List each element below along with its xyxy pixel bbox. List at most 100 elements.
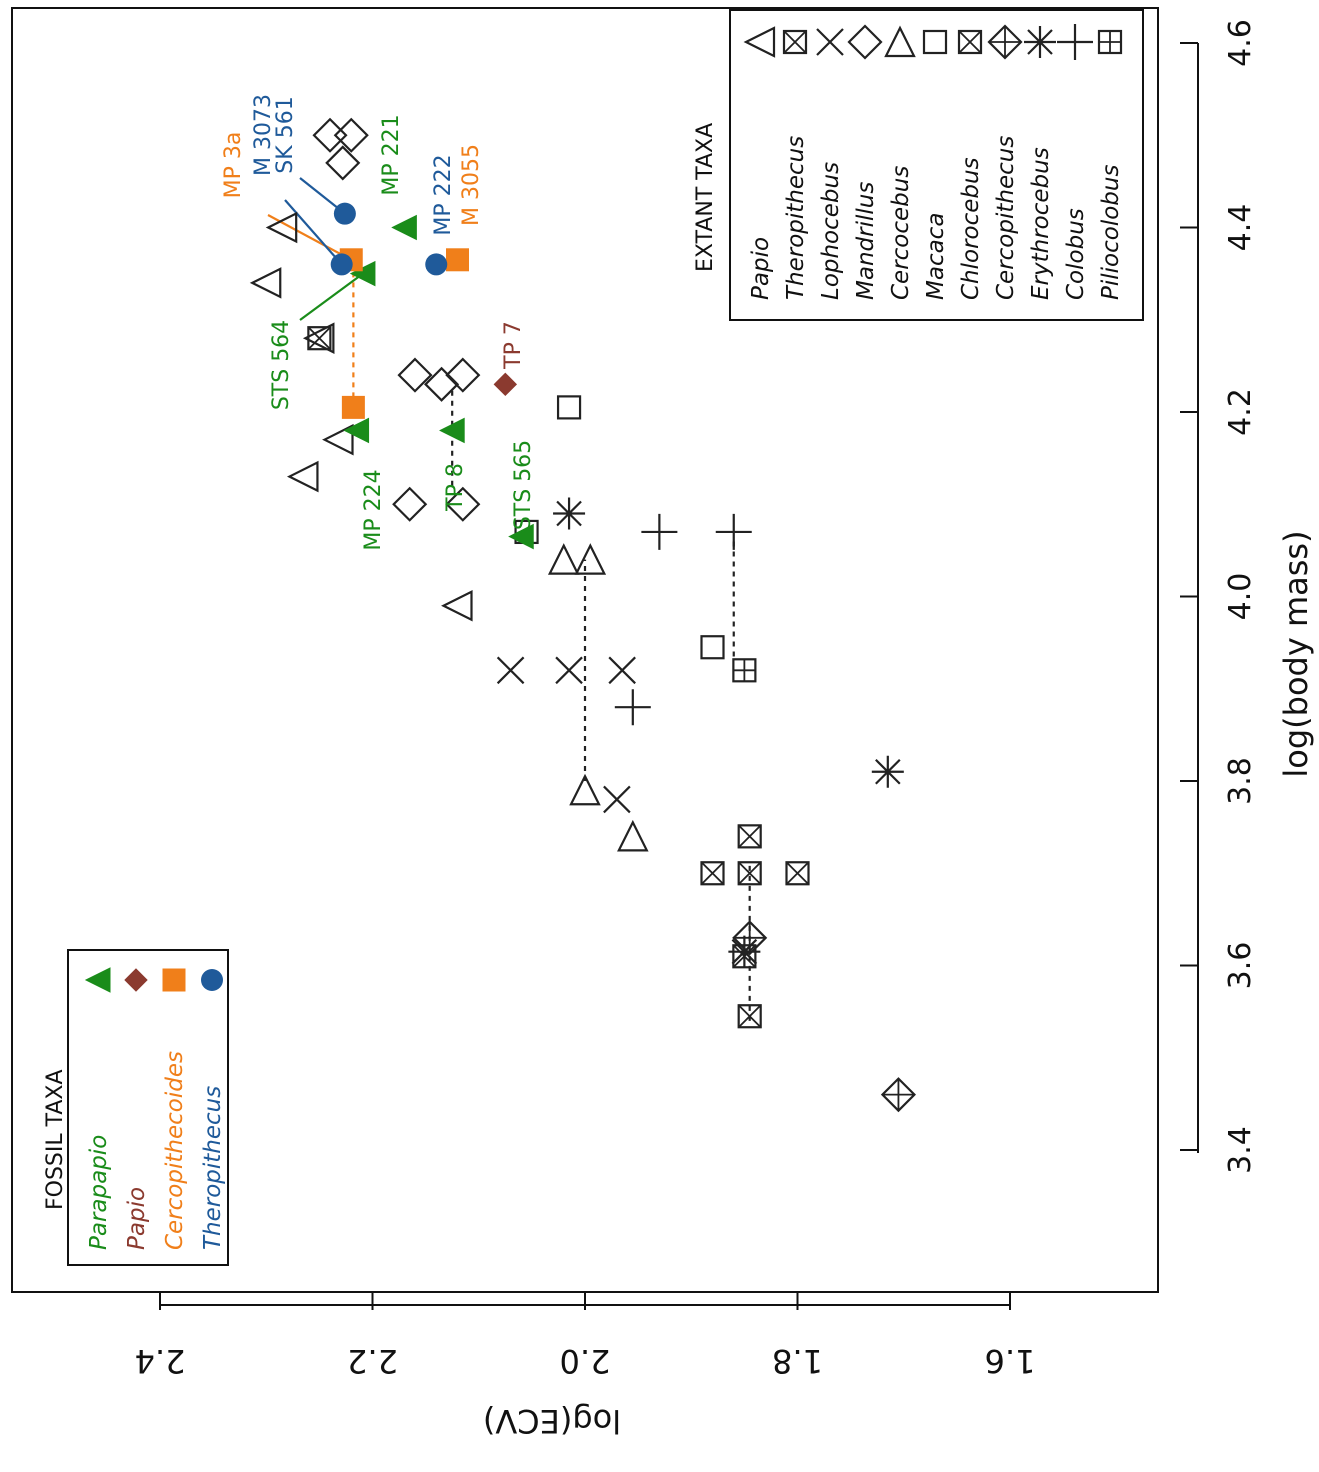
marker-cross [783, 30, 807, 54]
marker-shape [603, 785, 631, 814]
marker-cross [785, 861, 810, 885]
extant-legend-label: Papio [748, 237, 774, 300]
x-tick-label: 4.2 [1223, 388, 1258, 436]
fossil-label: SK 561 [273, 96, 298, 173]
fossil-label: MP 224 [361, 469, 386, 550]
extant-legend-label: Colobus [1063, 208, 1089, 300]
extant-point-mandrillus [424, 366, 460, 402]
marker-shape [307, 326, 332, 351]
marker-shape [782, 29, 808, 55]
marker-shape [330, 253, 353, 276]
fossil-point-theropithecus [330, 253, 353, 276]
marker-shape [441, 589, 473, 622]
extant-legend-marker [782, 29, 808, 55]
extant-point-mandrillus [392, 486, 428, 522]
y-axis-label: log(ECV) [483, 1402, 621, 1440]
extant-point-papio [265, 211, 298, 244]
marker-shape [162, 968, 186, 992]
extant-legend-marker [816, 28, 844, 56]
fossil-point-parapapio [508, 523, 534, 550]
marker-shape [847, 24, 883, 60]
extant-point-colobus [641, 513, 678, 550]
fossil-label: MP 3a [221, 132, 246, 199]
extant-point-lophocebus [608, 656, 636, 685]
extant-point-cercopithecus [732, 920, 768, 956]
extant-point-piliocolobus [732, 658, 757, 683]
marker-shape [312, 117, 348, 153]
extant-legend-label: Chlorocebus [958, 157, 984, 300]
marker-shape [553, 497, 586, 530]
y-tick-label: 1.6 [985, 1342, 1036, 1380]
marker-shape [785, 861, 810, 886]
fossil-legend-marker [84, 967, 111, 993]
marker-shape [508, 523, 534, 550]
marker-cross [738, 861, 762, 885]
extant-point-erythrocebus [871, 755, 904, 788]
extant-point-colobus [614, 689, 651, 726]
y-tick-label: 2.0 [560, 1342, 611, 1380]
leader-line [267, 214, 352, 261]
fossil-legend-label: Parapapio [86, 1135, 112, 1250]
extant-point-mandrillus [333, 117, 369, 153]
leader-line [284, 199, 343, 266]
extant-point-lophocebus [555, 656, 583, 685]
marker-shape [392, 486, 428, 522]
fossil-label: M 3073 [251, 94, 276, 176]
leader-line [299, 272, 364, 321]
marker-shape [614, 689, 651, 726]
marker-shape [397, 357, 433, 393]
extant-legend-marker [847, 24, 883, 60]
marker-shape [201, 969, 223, 991]
fossil-legend-marker [201, 969, 223, 991]
marker-shape [445, 486, 481, 522]
extant-point-mandrillus [397, 357, 433, 393]
marker-shape [124, 968, 148, 992]
leader-lines [267, 177, 364, 321]
x-tick-label: 4.6 [1223, 19, 1258, 67]
extant-point-papio [322, 423, 354, 456]
marker-shape [700, 861, 725, 886]
extant-legend-marker [743, 26, 776, 58]
fossil-legend-label: Theropithecus [200, 1086, 226, 1250]
extant-point-macaca [556, 395, 582, 420]
extant-point-macaca [700, 635, 725, 660]
marker-shape [343, 417, 370, 444]
extant-legend-marker [884, 25, 916, 58]
fossil-legend-entries: Parapapio Papio Cercopithecoides Theropithe… [84, 967, 226, 1250]
marker-shape [555, 656, 583, 685]
extant-legend-marker [1057, 24, 1093, 60]
x-tick-label: 4.0 [1223, 573, 1258, 621]
marker-shape [728, 935, 761, 968]
marker-shape [446, 248, 469, 272]
fossil-point-cercopithecoides [341, 395, 365, 419]
extant-point-mandrillus [312, 117, 348, 153]
extant-point-mandrillus [445, 357, 481, 393]
extant-point-chlorocebus [700, 861, 725, 886]
marker-shape [641, 513, 678, 550]
fossil-legend-marker [124, 968, 148, 992]
fossil-point-parapapio [349, 260, 376, 287]
marker-shape [1057, 24, 1093, 60]
marker-shape [445, 357, 481, 393]
x-tick-label: 3.8 [1223, 757, 1258, 805]
extant-legend-label: Macaca [923, 213, 949, 300]
extant-point-cercocebus [574, 543, 607, 575]
marker-cross [958, 30, 982, 54]
extant-legend-entries: Papio Theropithecus Lophocebus Mandrillus Ce… [743, 24, 1124, 300]
extant-point-cercocebus [617, 819, 649, 852]
marker-cross [989, 26, 1021, 58]
fossil-point-theropithecus [425, 253, 448, 276]
marker-cross [738, 824, 762, 848]
marker-shape [322, 423, 354, 456]
extant-legend-label: Mandrillus [853, 182, 879, 300]
marker-shape [493, 372, 518, 397]
extant-point-theropithecus [307, 326, 332, 351]
marker-shape [265, 211, 298, 244]
marker-shape [922, 29, 948, 55]
marker-shape [424, 366, 460, 402]
extant-legend-marker [1097, 29, 1123, 55]
marker-shape [737, 861, 762, 886]
marker-shape [700, 635, 725, 660]
fossil-label: MP 222 [431, 154, 456, 235]
